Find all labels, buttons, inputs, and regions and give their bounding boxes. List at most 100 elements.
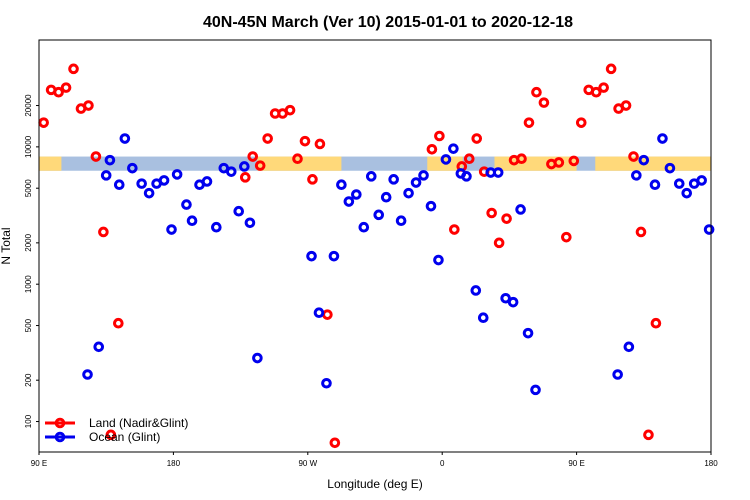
land-point [262, 133, 273, 144]
ocean-point [365, 171, 377, 182]
band-land-segment [595, 156, 711, 171]
ocean-point [166, 224, 177, 235]
ocean-point [530, 384, 541, 396]
ocean-point [143, 187, 155, 199]
y-tick-label: 100 [24, 414, 33, 428]
x-axis-label: Longitude (deg E) [327, 477, 422, 491]
ocean-point [492, 167, 504, 178]
plot-frame [38, 39, 712, 453]
land-point [90, 151, 102, 162]
ocean-point [93, 341, 105, 353]
ocean-point [211, 221, 222, 233]
y-tick-label: 1000 [24, 275, 33, 293]
ocean-point [136, 178, 147, 189]
land-point [322, 309, 333, 320]
band-land-segment [39, 156, 62, 171]
ocean-point [703, 224, 715, 235]
ocean-point [358, 221, 370, 233]
y-tick-label: 200 [24, 373, 33, 387]
ocean-point [119, 133, 131, 144]
land-point [493, 237, 505, 249]
ocean-point [638, 154, 650, 166]
land-point [314, 138, 326, 150]
ocean-point [313, 307, 325, 319]
ocean-point [403, 187, 414, 199]
land-point [650, 317, 662, 329]
land-point [635, 226, 647, 238]
ocean-point [127, 162, 138, 174]
ocean-point [673, 178, 685, 189]
land-point [523, 117, 535, 128]
ocean-point [82, 369, 93, 380]
ocean-point [522, 327, 534, 339]
land-point [449, 224, 460, 235]
ocean-point [410, 177, 422, 188]
land-point [284, 104, 296, 116]
ocean-point [380, 191, 392, 203]
y-tick-label: 10000 [24, 135, 33, 158]
land-point [553, 157, 565, 168]
land-point [53, 86, 64, 98]
land-point [254, 160, 266, 171]
ocean-point [343, 196, 355, 207]
ocean-point [657, 133, 668, 144]
y-tick-label: 500 [24, 318, 33, 332]
ocean-point [321, 377, 332, 389]
series-ocean [82, 133, 715, 396]
ocean-point [433, 254, 444, 266]
land-point [643, 429, 654, 441]
ocean-point [696, 175, 707, 186]
ocean-point [171, 169, 183, 180]
ocean-point [181, 199, 192, 210]
land-point [628, 151, 639, 162]
x-tick-label: 90 E [31, 459, 47, 468]
x-tick-label: 90 E [568, 459, 584, 468]
ocean-point [418, 170, 429, 181]
land-point [426, 144, 438, 155]
ocean-point [373, 209, 385, 221]
ocean-point [448, 143, 459, 154]
x-tick-label: 90 W [298, 459, 317, 468]
land-point [463, 153, 475, 165]
land-point [590, 86, 602, 98]
ocean-point [244, 217, 256, 229]
land-point [620, 100, 632, 111]
land-point [516, 153, 527, 165]
band-land-segment [494, 156, 577, 171]
ocean-point [470, 285, 482, 296]
land-point [605, 63, 617, 75]
land-point [60, 82, 72, 93]
ocean-point [461, 171, 472, 182]
land-point [38, 117, 49, 128]
land-point [105, 429, 117, 441]
land-point [598, 82, 609, 93]
ocean-point [515, 204, 526, 215]
ocean-point [328, 250, 340, 262]
land-point [247, 151, 259, 162]
x-tick-label: 0 [440, 459, 445, 468]
ocean-point [649, 179, 661, 191]
land-point [329, 437, 341, 449]
land-point [538, 97, 550, 108]
land-point [501, 213, 512, 224]
ocean-point [623, 341, 635, 353]
land-point [471, 133, 483, 144]
land-point [98, 226, 109, 238]
ocean-point [239, 161, 250, 172]
y-axis-label: N Total [0, 227, 13, 264]
legend-land-label: Land (Nadir&Glint) [89, 416, 188, 430]
land-point [561, 231, 572, 243]
ocean-point [477, 312, 489, 324]
chart-title: 40N-45N March (Ver 10) 2015-01-01 to 202… [203, 14, 573, 31]
series-land [38, 63, 662, 449]
land-point [292, 153, 303, 165]
land-point [83, 100, 94, 111]
land-point [307, 174, 318, 185]
ocean-point [336, 179, 347, 191]
y-tick-label: 20000 [24, 94, 33, 117]
legend: Land (Nadir&Glint) Ocean (Glint) [45, 416, 188, 444]
axes: 90 E 180 90 W 0 90 E 180 100 200 500 1000 2000 5000… [24, 94, 718, 468]
x-tick-label: 180 [704, 459, 718, 468]
ocean-point [104, 154, 116, 166]
land-point [486, 207, 497, 219]
